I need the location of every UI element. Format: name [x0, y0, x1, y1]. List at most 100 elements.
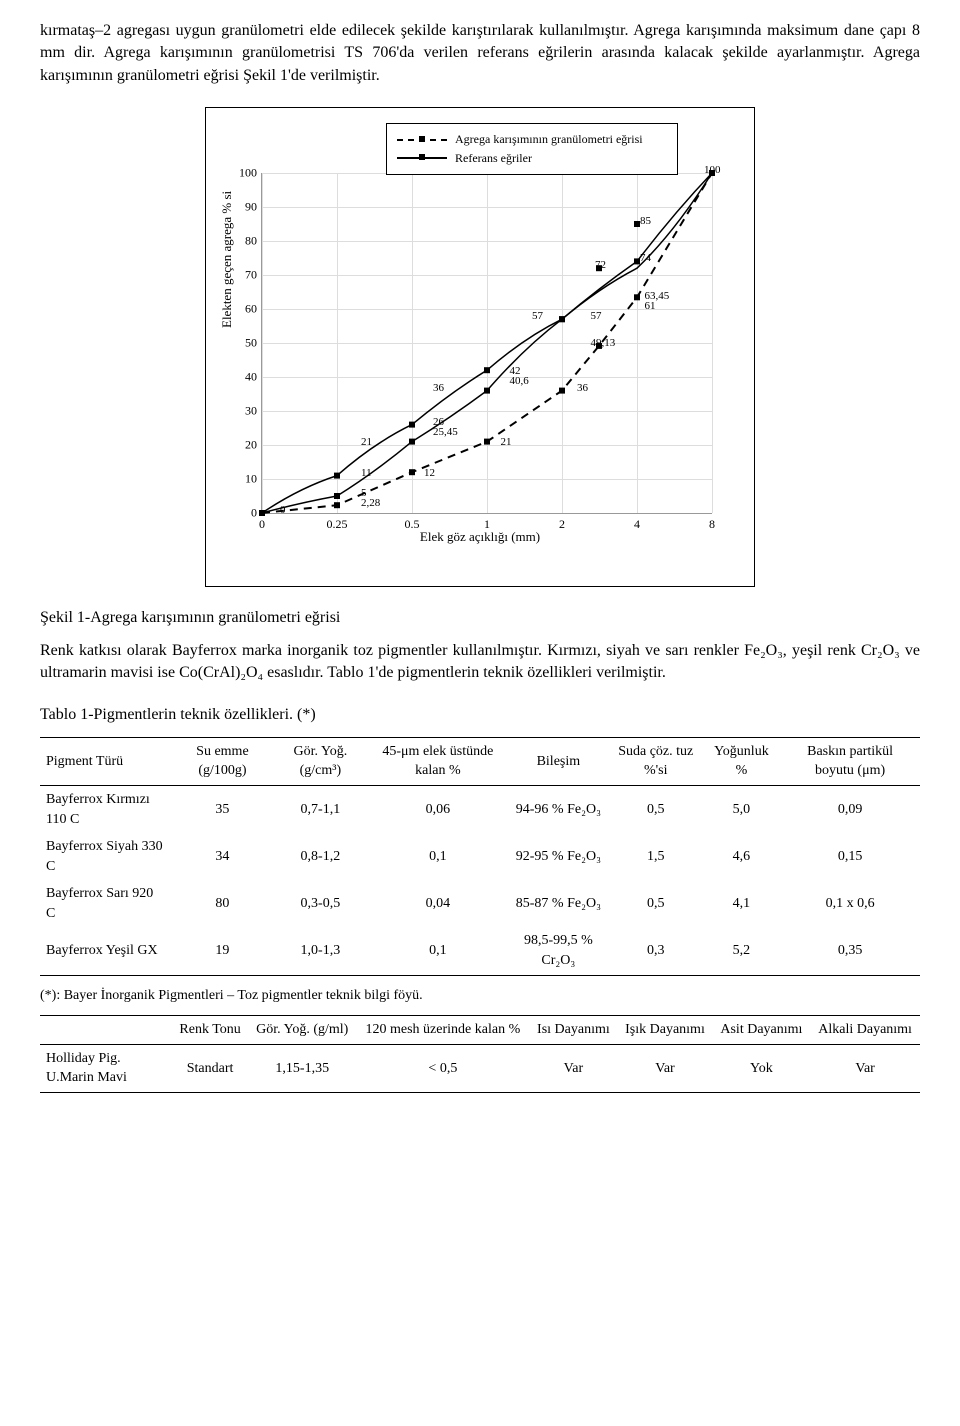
- cell: Bayferrox Yeşil GX: [40, 927, 172, 975]
- x-tick: 2: [559, 516, 565, 533]
- data-label: 49,13: [591, 336, 616, 351]
- cell: 1,5: [609, 833, 703, 880]
- th: Yoğunluk %: [703, 737, 781, 785]
- cell: Standart: [172, 1044, 248, 1092]
- y-tick: 100: [232, 165, 257, 182]
- table-row: Bayferrox Sarı 920 C 80 0,3-0,5 0,04 85-…: [40, 880, 920, 927]
- mid-paragraph: Renk katkısı olarak Bayferrox marka inor…: [40, 640, 920, 685]
- x-tick: 0: [259, 516, 265, 533]
- cell: 80: [172, 880, 273, 927]
- data-label: 61: [645, 299, 656, 314]
- cell: Var: [529, 1044, 617, 1092]
- th: [40, 1016, 172, 1045]
- figure-caption: Şekil 1-Agrega karışımının granülometri …: [40, 607, 920, 629]
- data-label: 74: [640, 251, 651, 266]
- cell: 0,7-1,1: [273, 785, 368, 833]
- cell: 0,06: [368, 785, 508, 833]
- cell: 0,3: [609, 927, 703, 975]
- th: Renk Tonu: [172, 1016, 248, 1045]
- pigment-table-2: Renk Tonu Gör. Yoğ. (g/ml) 120 mesh üzer…: [40, 1015, 920, 1093]
- th: Gör. Yoğ. (g/ml): [248, 1016, 356, 1045]
- table1-footnote: (*): Bayer İnorganik Pigmentleri – Toz p…: [40, 986, 920, 1006]
- cell: 4,6: [703, 833, 781, 880]
- cell: Var: [617, 1044, 712, 1092]
- th: 120 mesh üzerinde kalan %: [356, 1016, 529, 1045]
- cell: 94-96 % Fe₂O₃: [508, 785, 609, 833]
- y-tick: 20: [232, 437, 257, 454]
- cell: < 0,5: [356, 1044, 529, 1092]
- granulometry-chart: Agrega karışımının granülometri eğrisi R…: [205, 107, 755, 587]
- cell: 0,1: [368, 833, 508, 880]
- th: Asit Dayanımı: [713, 1016, 811, 1045]
- cell: Bayferrox Siyah 330 C: [40, 833, 172, 880]
- th: Bileşim: [508, 737, 609, 785]
- y-tick: 50: [232, 335, 257, 352]
- data-label: 57: [591, 309, 602, 324]
- data-label: 85: [640, 214, 651, 229]
- cell: Bayferrox Kırmızı 110 C: [40, 785, 172, 833]
- x-tick: 8: [709, 516, 715, 533]
- plot-area: 0 10 20 30 40 50 60 70 80 90 100 0 0.25 …: [261, 173, 712, 514]
- cell: 0,3-0,5: [273, 880, 368, 927]
- y-tick: 10: [232, 471, 257, 488]
- data-label: 11: [361, 466, 372, 481]
- th: Baskın partikül boyutu (μm): [780, 737, 920, 785]
- data-label: 40,6: [510, 374, 529, 389]
- cell: 35: [172, 785, 273, 833]
- th: Isı Dayanımı: [529, 1016, 617, 1045]
- data-label: 2,28: [361, 496, 380, 511]
- cell: 4,1: [703, 880, 781, 927]
- cell: 1,0-1,3: [273, 927, 368, 975]
- table-row: Bayferrox Yeşil GX 19 1,0-1,3 0,1 98,5-9…: [40, 927, 920, 975]
- cell: 85-87 % Fe₂O₃: [508, 880, 609, 927]
- y-tick: 40: [232, 369, 257, 386]
- table1-title: Tablo 1-Pigmentlerin teknik özellikleri.…: [40, 704, 920, 726]
- legend-solid-label: Referans eğriler: [455, 150, 532, 167]
- cell: 0,8-1,2: [273, 833, 368, 880]
- th: Gör. Yoğ. (g/cm³): [273, 737, 368, 785]
- cell: 0,1 x 0,6: [780, 880, 920, 927]
- data-label: 72: [595, 258, 606, 273]
- cell: Holliday Pig. U.Marin Mavi: [40, 1044, 172, 1092]
- th: Pigment Türü: [40, 737, 172, 785]
- y-tick: 70: [232, 267, 257, 284]
- y-tick: 80: [232, 233, 257, 250]
- th: Suda çöz. tuz %'si: [609, 737, 703, 785]
- th: Alkali Dayanımı: [810, 1016, 920, 1045]
- y-tick: 0: [232, 505, 257, 522]
- cell: 0,5: [609, 785, 703, 833]
- cell: 0,04: [368, 880, 508, 927]
- table-row: Bayferrox Kırmızı 110 C 35 0,7-1,1 0,06 …: [40, 785, 920, 833]
- data-label: 100: [704, 163, 721, 178]
- cell: Var: [810, 1044, 920, 1092]
- cell: 0,09: [780, 785, 920, 833]
- data-label: 36: [433, 381, 444, 396]
- data-label: 57: [532, 309, 543, 324]
- cell: 19: [172, 927, 273, 975]
- table-row: Holliday Pig. U.Marin Mavi Standart 1,15…: [40, 1044, 920, 1092]
- y-tick: 90: [232, 199, 257, 216]
- x-tick: 0.5: [404, 516, 419, 533]
- y-tick: 60: [232, 301, 257, 318]
- data-label: 21: [361, 435, 372, 450]
- cell: 5,0: [703, 785, 781, 833]
- legend-dashed-label: Agrega karışımının granülometri eğrisi: [455, 131, 643, 148]
- cell: 98,5-99,5 % Cr₂O₃: [508, 927, 609, 975]
- cell: 0,35: [780, 927, 920, 975]
- cell: 5,2: [703, 927, 781, 975]
- x-axis-title: Elek göz açıklığı (mm): [420, 528, 540, 546]
- x-tick: 0.25: [326, 516, 347, 533]
- pigment-table-1: Pigment Türü Su emme (g/100g) Gör. Yoğ. …: [40, 737, 920, 976]
- cell: 92-95 % Fe₂O₃: [508, 833, 609, 880]
- th: 45-μm elek üstünde kalan %: [368, 737, 508, 785]
- table-row: Bayferrox Siyah 330 C 34 0,8-1,2 0,1 92-…: [40, 833, 920, 880]
- data-label: 25,45: [433, 425, 458, 440]
- data-label: 0: [280, 503, 286, 518]
- intro-paragraph: kırmataş–2 agregası uygun granülometri e…: [40, 20, 920, 87]
- x-tick: 4: [634, 516, 640, 533]
- th: Işık Dayanımı: [617, 1016, 712, 1045]
- data-label: 12: [424, 466, 435, 481]
- data-label: 21: [501, 435, 512, 450]
- y-tick: 30: [232, 403, 257, 420]
- data-label: 36: [577, 381, 588, 396]
